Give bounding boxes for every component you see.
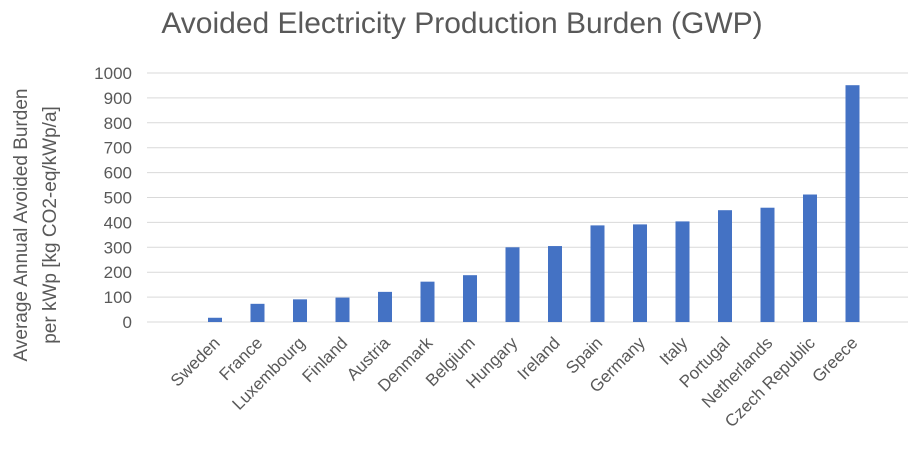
- bar-denmark: [420, 281, 435, 322]
- y-tick-label: 0: [123, 313, 132, 332]
- bar-sweden: [208, 317, 222, 322]
- x-tick-label: Finland: [298, 333, 351, 386]
- bar-italy: [675, 221, 690, 322]
- y-tick-label: 600: [104, 164, 132, 183]
- y-tick-label: 200: [104, 263, 132, 282]
- chart-title: Avoided Electricity Production Burden (G…: [161, 7, 762, 40]
- y-tick-label: 300: [104, 238, 132, 257]
- y-tick-label: 900: [104, 89, 132, 108]
- bar-finland: [335, 297, 350, 322]
- x-tick-label: Sweden: [167, 333, 224, 390]
- x-axis-labels: SwedenFranceLuxembourgFinlandAustriaDenm…: [167, 333, 861, 431]
- bar-hungary: [505, 247, 520, 322]
- y-axis-title: Average Annual Avoided Burden per kWp [k…: [11, 89, 61, 362]
- bar-spain: [590, 225, 605, 322]
- x-tick-label: Greece: [808, 333, 861, 386]
- bar-portugal: [718, 210, 732, 322]
- y-tick-label: 400: [104, 213, 132, 232]
- y-tick-label: 800: [104, 114, 132, 133]
- bar-france: [250, 303, 265, 322]
- bar-luxembourg: [293, 299, 307, 322]
- bar-czech-republic: [803, 194, 817, 322]
- x-tick-label: Italy: [656, 333, 692, 369]
- y-axis-title-line-1: Average Annual Avoided Burden: [11, 89, 32, 362]
- bar-germany: [633, 224, 647, 322]
- bar-austria: [378, 291, 392, 322]
- y-axis-ticks: 0 100 200 300 400 500 600 700 800 900 1000: [94, 64, 132, 332]
- x-tick-label: Ireland: [514, 333, 564, 383]
- bar-greece: [845, 85, 860, 323]
- bar-belgium: [463, 275, 477, 322]
- y-tick-label: 500: [104, 189, 132, 208]
- y-tick-label: 100: [104, 288, 132, 307]
- bar-ireland: [548, 246, 562, 322]
- gridlines: [147, 72, 908, 323]
- y-tick-label: 700: [104, 139, 132, 158]
- y-tick-label: 1000: [94, 64, 132, 83]
- bars: [208, 85, 860, 323]
- bar-netherlands: [760, 207, 775, 322]
- y-axis-title-line-2: per kWp [kg CO2-eq/kWp/a]: [40, 106, 61, 344]
